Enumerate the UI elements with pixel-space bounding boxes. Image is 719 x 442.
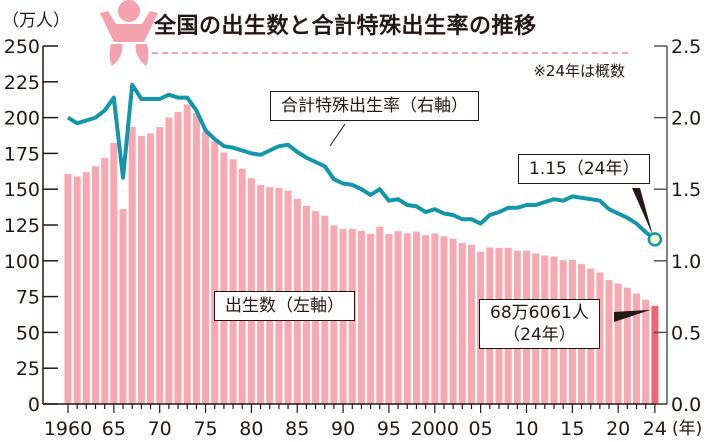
x-tick-label: 10 <box>514 418 538 440</box>
bar-1978 <box>229 159 237 404</box>
bar-1993 <box>367 233 375 404</box>
bar-2023 <box>642 299 650 404</box>
right-tick-label: 2.5 <box>671 36 701 58</box>
right-tick-label: 1.0 <box>671 251 701 273</box>
bar-1975 <box>202 131 210 405</box>
left-tick-label: 0 <box>28 394 40 416</box>
line-series-tfr <box>66 82 663 247</box>
baby-icon <box>100 0 158 66</box>
right-tick-label: 0.5 <box>671 322 701 344</box>
x-tick-label: 15 <box>560 418 584 440</box>
tfr-series-label: 合計特殊出生率（右軸） <box>270 91 479 121</box>
bar-1996 <box>394 231 402 404</box>
bar-1968 <box>137 135 145 404</box>
x-axis-unit-label: (年) <box>672 419 703 439</box>
right-tick-label: 0.0 <box>671 394 701 416</box>
x-tick-label: 70 <box>148 418 172 440</box>
bar-1966 <box>119 209 127 404</box>
bar-1995 <box>385 234 393 404</box>
births-2024-year: （24年） <box>503 325 576 345</box>
x-tick-label: 2000 <box>411 418 459 440</box>
left-tick-label: 50 <box>16 322 40 344</box>
bar-2022 <box>633 293 640 404</box>
x-tick-label: 95 <box>377 418 401 440</box>
births-2024-value: 68万6061人 <box>490 303 589 323</box>
bar-1998 <box>413 231 420 404</box>
bar-1971 <box>165 117 173 404</box>
left-tick-label: 150 <box>4 179 40 201</box>
x-tick-label: 90 <box>331 418 355 440</box>
x-tick-label: 85 <box>285 418 309 440</box>
bar-2020 <box>614 283 622 404</box>
chart-title: 全国の出生数と合計特殊出生率の推移 <box>154 14 537 39</box>
title-divider <box>152 52 628 54</box>
bar-1999 <box>422 235 430 404</box>
x-tick-label: 20 <box>606 418 630 440</box>
bar-1960 <box>64 174 72 404</box>
bar-1965 <box>110 142 118 405</box>
left-tick-label: 200 <box>4 108 40 130</box>
bar-2024 <box>651 305 659 404</box>
bar-1962 <box>82 172 90 404</box>
callout-leaders <box>329 123 653 322</box>
bar-2004 <box>468 244 475 404</box>
tick-labels: 0 25 50 75 100 125 150 175 200 225 250 0.0 0.5 1.0 1.5… <box>4 36 701 440</box>
bar-2003 <box>458 243 466 404</box>
bar-1977 <box>220 152 228 404</box>
births-2024-callout: 68万6061人 （24年） <box>479 299 600 349</box>
left-tick-label: 25 <box>16 358 40 380</box>
x-tick-label: 24 <box>643 418 667 440</box>
bar-1973 <box>183 104 191 405</box>
bar-2021 <box>623 287 631 404</box>
bar-1992 <box>357 230 365 404</box>
x-tick-label: 1960 <box>44 418 92 440</box>
left-tick-label: 125 <box>4 215 40 237</box>
x-tick-label: 65 <box>102 418 126 440</box>
bar-series-births <box>64 104 659 405</box>
footnote: ※24年は概数 <box>533 62 625 80</box>
bar-1974 <box>192 113 200 405</box>
bar-1963 <box>92 166 99 404</box>
bar-2001 <box>440 236 448 404</box>
tfr-series-leader <box>329 123 346 147</box>
left-tick-label: 175 <box>4 143 40 165</box>
births-series-label: 出生数（左軸） <box>214 291 355 321</box>
x-tick-label: 05 <box>469 418 493 440</box>
bar-1997 <box>403 233 411 404</box>
left-axis-unit-label: （万人） <box>2 11 70 31</box>
right-tick-label: 2.0 <box>671 108 701 130</box>
x-tick-label: 80 <box>239 418 263 440</box>
x-tick-label: 75 <box>193 418 217 440</box>
axes <box>42 45 668 413</box>
bar-1964 <box>101 158 109 404</box>
bar-1994 <box>376 226 384 404</box>
left-tick-label: 75 <box>16 287 40 309</box>
bar-1970 <box>156 127 164 404</box>
bar-2000 <box>431 233 439 404</box>
bar-1967 <box>128 126 136 405</box>
bar-1972 <box>174 112 182 404</box>
births-2024-pointer <box>614 309 651 322</box>
tfr-2024-pointer <box>632 188 653 236</box>
bar-2019 <box>605 280 613 404</box>
bar-1976 <box>211 141 219 404</box>
bar-2002 <box>449 238 457 404</box>
bar-1969 <box>147 133 154 404</box>
tfr-2024-callout: 1.15（24年） <box>518 154 651 184</box>
tfr-2024-marker <box>647 232 663 247</box>
tfr-line <box>66 82 657 241</box>
right-tick-label: 1.5 <box>671 179 701 201</box>
bar-1979 <box>238 168 246 404</box>
bar-1961 <box>73 176 81 404</box>
left-tick-label: 100 <box>4 251 40 273</box>
left-tick-label: 250 <box>4 36 40 58</box>
left-tick-label: 225 <box>4 72 40 94</box>
